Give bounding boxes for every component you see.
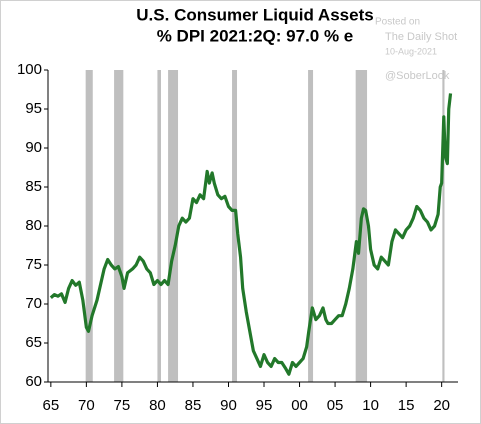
x-tick-label: 75 xyxy=(114,397,131,414)
y-tick-label: 95 xyxy=(25,100,42,117)
y-tick-label: 85 xyxy=(25,178,42,195)
x-tick-label: 15 xyxy=(398,397,415,414)
x-tick-label: 00 xyxy=(291,397,308,414)
recession-band xyxy=(308,70,314,382)
chart-subtitle: % DPI 2021:2Q: 97.0 % e xyxy=(157,26,354,45)
y-tick-label: 70 xyxy=(25,295,42,312)
recession-band xyxy=(168,70,179,382)
watermark: @SoberLook xyxy=(385,70,450,82)
y-tick-label: 90 xyxy=(25,139,42,156)
y-tick-label: 75 xyxy=(25,256,42,273)
chart-title: U.S. Consumer Liquid Assets xyxy=(136,5,373,24)
recession-band xyxy=(232,70,238,382)
recession-band xyxy=(85,70,93,382)
recession-band xyxy=(157,70,161,382)
y-tick-label: 60 xyxy=(25,373,42,390)
x-tick-label: 90 xyxy=(220,397,237,414)
y-tick-label: 100 xyxy=(17,61,42,78)
watermark: The Daily Shot xyxy=(385,31,457,43)
watermark: Posted on xyxy=(375,17,420,28)
recession-band xyxy=(442,70,445,382)
watermark: 10-Aug-2021 xyxy=(385,46,437,56)
x-tick-label: 80 xyxy=(149,397,166,414)
x-tick-label: 65 xyxy=(42,397,59,414)
x-tick-label: 10 xyxy=(362,397,379,414)
data-line xyxy=(49,93,453,376)
y-tick-label: 65 xyxy=(25,334,42,351)
x-tick-label: 70 xyxy=(78,397,95,414)
recession-band xyxy=(114,70,124,382)
x-tick-label: 05 xyxy=(327,397,344,414)
y-tick-label: 80 xyxy=(25,217,42,234)
x-tick-label: 85 xyxy=(185,397,202,414)
x-tick-label: 95 xyxy=(256,397,273,414)
x-tick-label: 20 xyxy=(433,397,450,414)
